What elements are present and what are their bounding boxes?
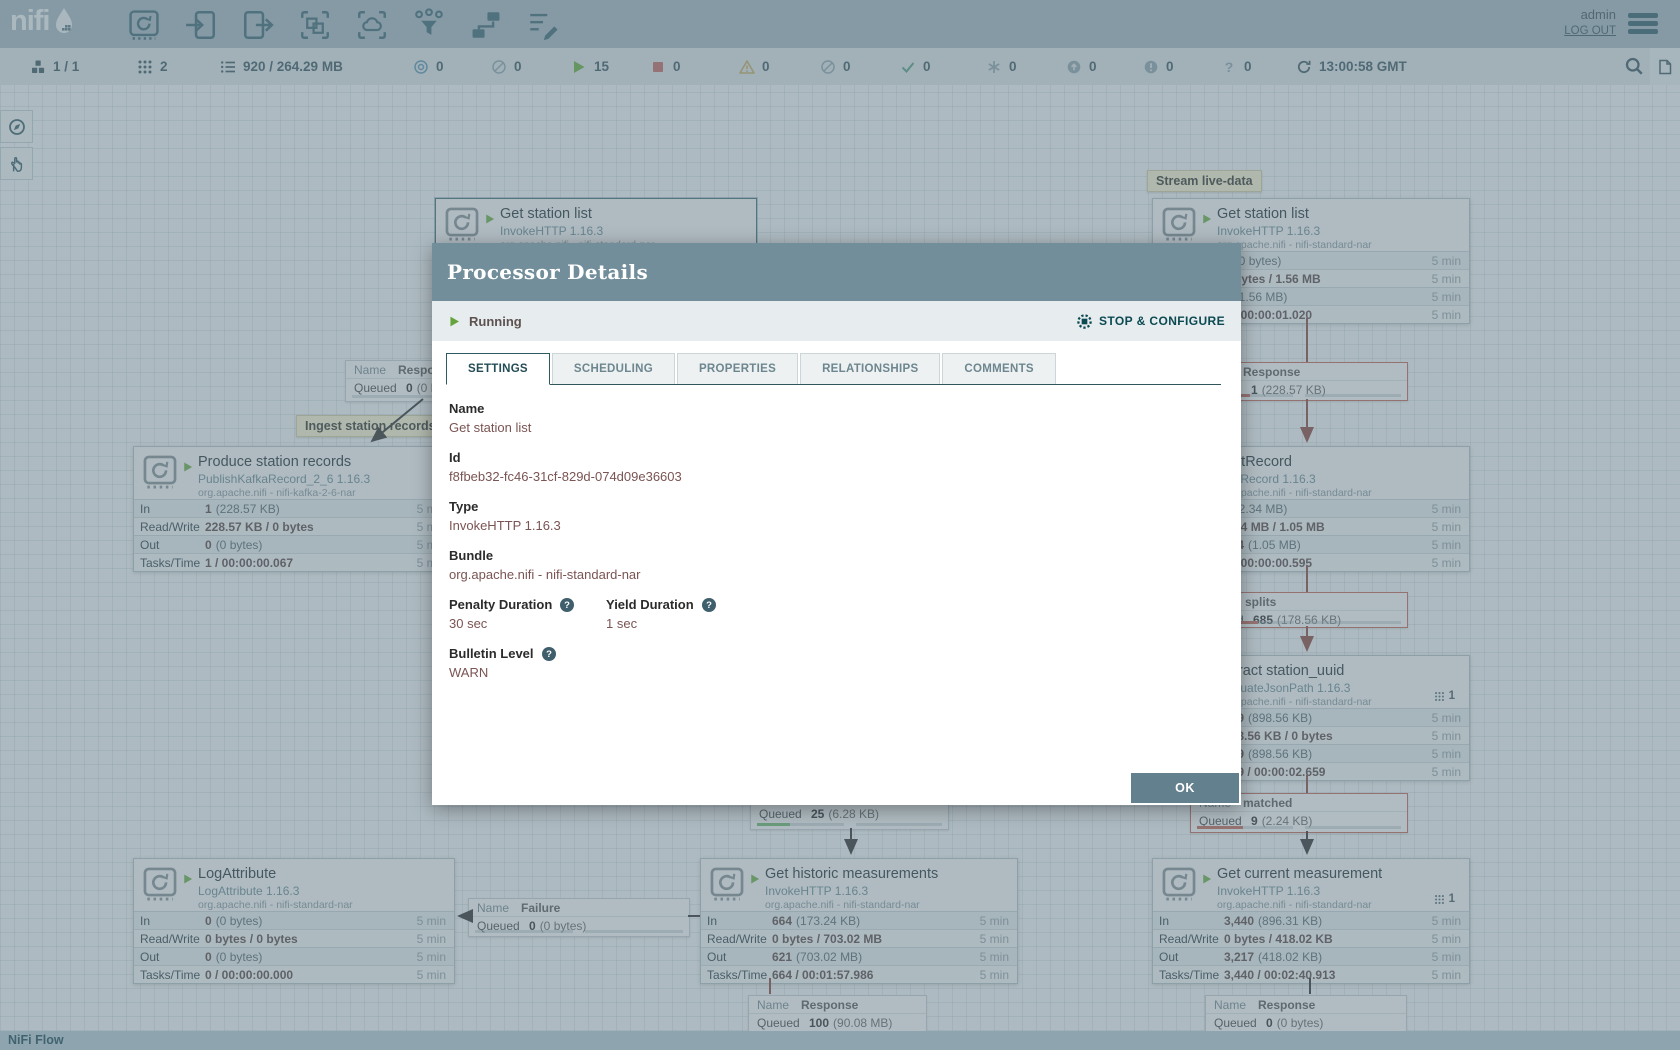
tab-relationships[interactable]: RELATIONSHIPS [800, 353, 941, 384]
help-icon[interactable] [560, 598, 574, 612]
bulletin-level-value: WARN [449, 665, 489, 680]
name-field-value: Get station list [449, 420, 532, 435]
processor-details-dialog: Processor Details Running STOP & CONFIGU… [432, 243, 1241, 805]
tab-comments[interactable]: COMMENTS [942, 353, 1056, 384]
tab-properties[interactable]: PROPERTIES [676, 353, 799, 384]
ok-button[interactable]: OK [1131, 773, 1239, 803]
tab-settings[interactable]: SETTINGS [446, 353, 550, 385]
settings-fields: Name Get station list Id f8fbeb32-fc46-3… [449, 401, 1241, 680]
name-field-label: Name [449, 401, 485, 416]
dialog-status-row: Running STOP & CONFIGURE [432, 301, 1241, 341]
stop-and-configure-button[interactable]: STOP & CONFIGURE [1076, 313, 1225, 330]
bundle-field-value: org.apache.nifi - nifi-standard-nar [449, 567, 641, 582]
penalty-duration-value: 30 sec [449, 616, 488, 631]
type-field-label: Type [449, 499, 479, 514]
run-status: Running [448, 314, 522, 329]
help-icon[interactable] [542, 647, 556, 661]
yield-duration-value: 1 sec [606, 616, 638, 631]
help-icon[interactable] [702, 598, 716, 612]
tab-scheduling[interactable]: SCHEDULING [551, 353, 675, 384]
bundle-field-label: Bundle [449, 548, 494, 563]
bulletin-level-label: Bulletin Level [449, 646, 534, 661]
dialog-header: Processor Details [432, 243, 1241, 301]
type-field-value: InvokeHTTP 1.16.3 [449, 518, 561, 533]
penalty-duration-label: Penalty Duration [449, 597, 553, 612]
dialog-title: Processor Details [447, 260, 648, 284]
id-field-label: Id [449, 450, 461, 465]
running-play-icon [448, 315, 461, 328]
id-field-value: f8fbeb32-fc46-31cf-829d-074d09e36603 [449, 469, 682, 484]
stop-configure-gear-icon [1076, 313, 1093, 330]
yield-duration-label: Yield Duration [606, 597, 694, 612]
dialog-tabs: SETTINGS SCHEDULING PROPERTIES RELATIONS… [446, 353, 1221, 385]
